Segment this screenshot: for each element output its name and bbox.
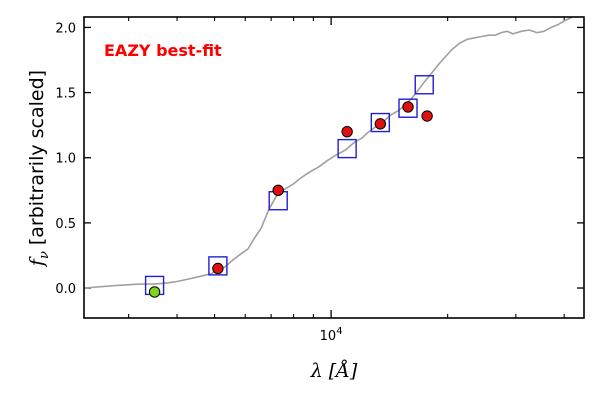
observed-point — [212, 262, 224, 275]
observed-point — [421, 110, 433, 122]
model-box — [370, 112, 391, 133]
y-label-symbol: f — [26, 256, 48, 268]
model-box — [208, 256, 228, 276]
low-flux-series — [148, 286, 161, 298]
y-tick-label: 0.5 — [55, 217, 76, 232]
y-tick-label: 1.0 — [55, 152, 76, 167]
model-box — [398, 98, 418, 118]
observed-point — [402, 101, 414, 113]
observed-point — [374, 118, 387, 130]
y-tick-label: 2.0 — [55, 21, 76, 36]
y-axis-label: fν [arbitrarily scaled] — [26, 70, 52, 268]
observed-point — [272, 184, 284, 197]
observed-flux-series — [212, 101, 433, 275]
x-label-symbol: λ — [310, 360, 323, 382]
y-axis: 0.0 0.5 1.0 1.5 2.0 — [55, 21, 584, 297]
svg-text:fν[arbitrarily scaled]: fν [arbitrarily scaled] — [26, 70, 52, 268]
x-tick-label: 104 — [320, 326, 343, 344]
model-box — [414, 75, 434, 95]
x-axis: 104 — [128, 17, 565, 344]
y-tick-label: 1.5 — [55, 87, 76, 102]
x-axis-label: λ [Å] — [310, 360, 358, 382]
y-tick-label: 0.0 — [55, 282, 76, 297]
annotation-text: EAZY best-fit — [104, 41, 222, 60]
model-box — [337, 138, 357, 159]
plot-area: 0.0 0.5 1.0 1.5 2.0 104 — [55, 16, 585, 344]
y-label-text: [arbitrarily scaled] — [26, 70, 48, 245]
low-flux-point — [148, 286, 161, 298]
y-label-subscript: ν — [37, 251, 52, 259]
model-flux-series — [144, 75, 434, 296]
plot-frame — [83, 16, 585, 319]
x-label-unit: [Å] — [329, 360, 358, 382]
observed-point — [341, 125, 353, 138]
